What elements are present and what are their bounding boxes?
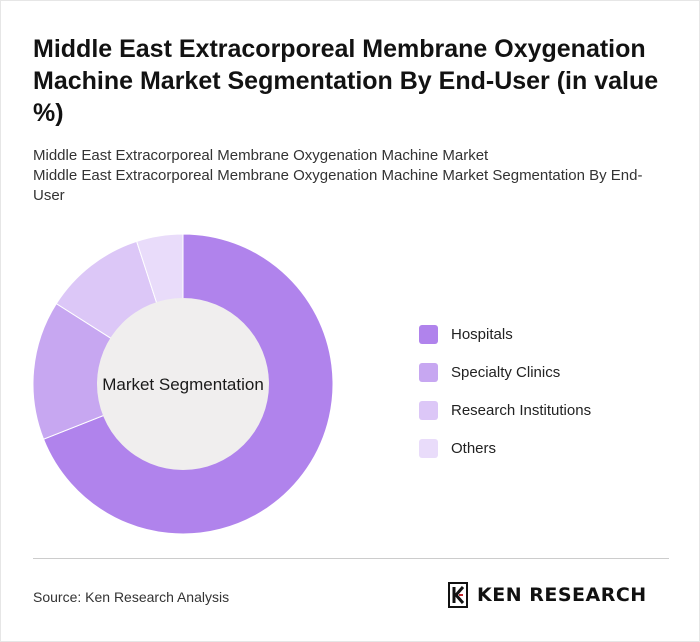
legend-item-research-institutions: Research Institutions [419,391,689,429]
ken-research-logo: KEN RESEARCH [447,581,647,609]
legend-label: Specialty Clinics [451,363,561,381]
legend-item-hospitals: Hospitals [419,315,689,353]
donut-chart: Market Segmentation [32,233,334,535]
legend-swatch [419,400,438,420]
legend-label: Others [451,439,497,457]
chart-title: Middle East Extracorporeal Membrane Oxyg… [33,35,659,127]
donut-center [97,298,269,470]
subtitle-line-1: Middle East Extracorporeal Membrane Oxyg… [33,147,489,164]
ken-research-logo-icon [448,582,468,608]
legend-swatch [419,362,438,382]
chart-legend: Hospitals Specialty Clinics Research Insti… [419,315,689,467]
footer-divider [33,558,669,559]
chart-subtitle: Middle East Extracorporeal Membrane Oxyg… [33,146,673,206]
donut-center-label: Market Segmentation [102,375,264,394]
ken-research-logo-text: KEN RESEARCH [477,584,647,606]
legend-item-specialty-clinics: Specialty Clinics [419,353,689,391]
legend-label: Research Institutions [451,401,592,419]
source-note: Source: Ken Research Analysis [33,589,230,605]
legend-label: Hospitals [451,325,513,343]
subtitle-line-2: Middle East Extracorporeal Membrane Oxyg… [33,167,643,204]
legend-swatch [419,324,438,344]
legend-item-others: Others [419,429,689,467]
legend-swatch [419,438,438,458]
